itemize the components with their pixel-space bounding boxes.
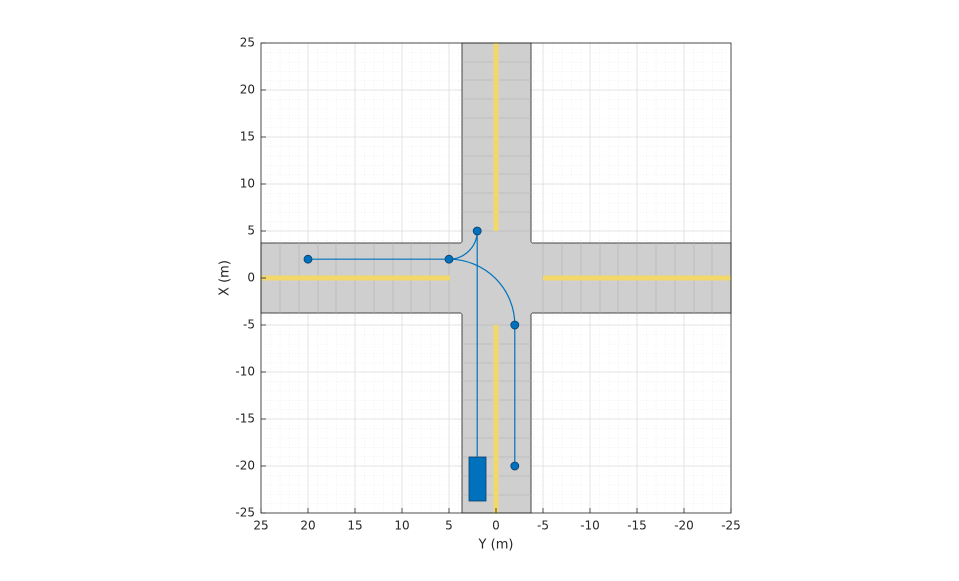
x-tick-label: -20 [674, 519, 694, 533]
waypoint [472, 226, 482, 236]
y-tick-label: 20 [240, 83, 255, 97]
x-axis-label: Y (m) [478, 538, 514, 553]
trajectory [308, 258, 516, 466]
waypoint [444, 254, 454, 264]
y-tick-label: -20 [235, 459, 255, 473]
waypoint [510, 320, 520, 330]
y-tick-label: 0 [247, 271, 255, 285]
waypoint [303, 254, 313, 264]
trajectory [448, 230, 478, 260]
y-tick-label: -15 [235, 412, 255, 426]
x-tick-label: 25 [253, 519, 268, 533]
x-tick-label: 15 [347, 519, 362, 533]
x-tick-label: -5 [537, 519, 549, 533]
lane-marking [261, 43, 731, 513]
y-tick-label: 10 [240, 177, 255, 191]
x-tick-label: 0 [492, 519, 500, 533]
y-tick-label: 5 [247, 224, 255, 238]
x-tick-label: -10 [580, 519, 600, 533]
vehicle [468, 456, 487, 502]
x-tick-label: 10 [394, 519, 409, 533]
intersection [461, 242, 532, 314]
y-tick-label: -25 [235, 506, 255, 520]
y-tick-label: 25 [240, 36, 255, 50]
y-axis-label: X (m) [218, 260, 233, 296]
y-tick-label: 15 [240, 130, 255, 144]
y-tick-label: -5 [243, 318, 255, 332]
x-tick-label: 20 [300, 519, 315, 533]
x-tick-label: 5 [445, 519, 453, 533]
x-tick-label: -25 [721, 519, 741, 533]
waypoint [510, 461, 520, 471]
x-tick-label: -15 [627, 519, 647, 533]
y-tick-label: -10 [235, 365, 255, 379]
